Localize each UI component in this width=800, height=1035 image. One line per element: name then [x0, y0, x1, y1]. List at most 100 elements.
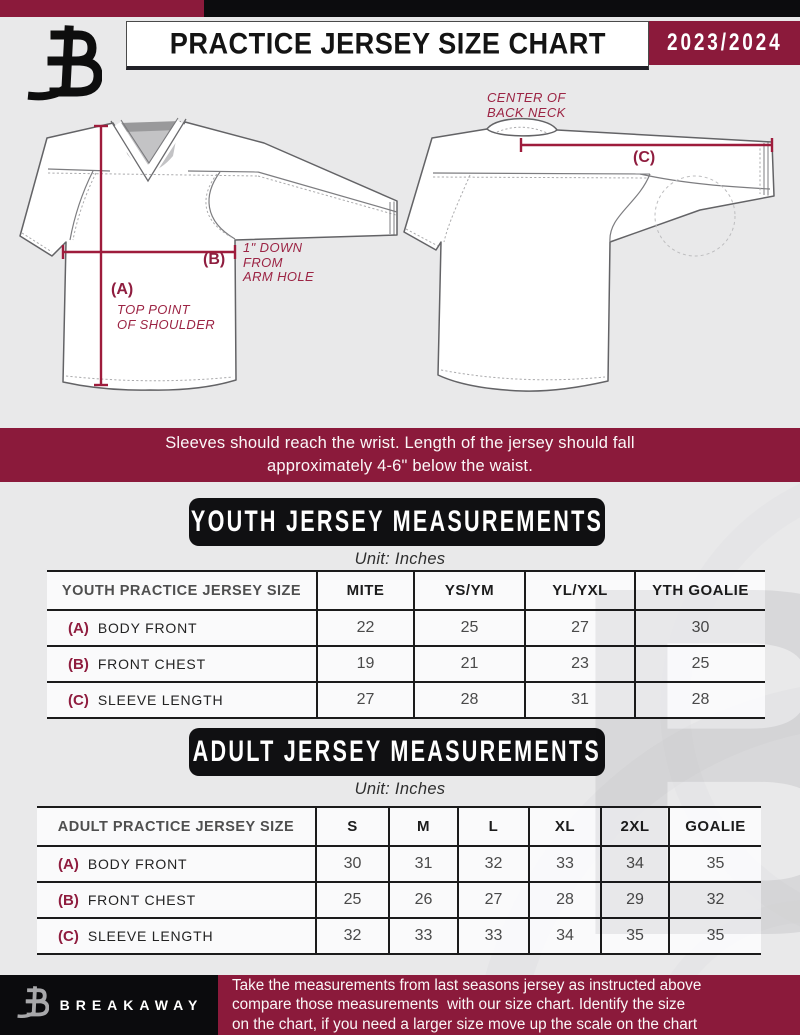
fit-note-line1: Sleeves should reach the wrist. Length o… [165, 434, 635, 452]
value-cell: 25 [413, 611, 524, 645]
value-cell: 27 [457, 883, 528, 917]
measure-key: (C) [68, 691, 89, 709]
footer-instructions: Take the measurements from last seasons … [218, 975, 800, 1035]
value-cell: 25 [634, 647, 765, 681]
value-cell: 34 [528, 919, 600, 953]
value-cell: 32 [457, 847, 528, 881]
adult-banner-label: ADULT JERSEY MEASUREMENTS [192, 734, 602, 769]
value-cell: 33 [528, 847, 600, 881]
value-cell: 31 [388, 847, 457, 881]
brand-name: BREAKAWAY [59, 997, 204, 1013]
value-cell: 35 [600, 919, 668, 953]
table-header-row: YOUTH PRACTICE JERSEY SIZE MITE YS/YM YL… [47, 572, 765, 611]
page-title: PRACTICE JERSEY SIZE CHART [169, 27, 606, 60]
measure-key: (A) [68, 619, 89, 637]
footer-brand-block: BREAKAWAY [0, 975, 218, 1035]
column-header: S [315, 808, 388, 845]
value-cell: 19 [316, 647, 413, 681]
column-header: YL/YXL [524, 572, 634, 609]
measure-key: (B) [58, 891, 79, 909]
measure-label: SLEEVE LENGTH [87, 928, 214, 944]
row-label-cell: (B) FRONT CHEST [37, 883, 315, 917]
value-cell: 28 [634, 683, 765, 717]
measure-desc-c: CENTER OF BACK NECK [487, 90, 566, 120]
table-row: (B) FRONT CHEST 19 21 23 25 [47, 647, 765, 683]
value-cell: 34 [600, 847, 668, 881]
value-cell: 35 [668, 847, 761, 881]
value-cell: 32 [668, 883, 761, 917]
table-row: (C) SLEEVE LENGTH 27 28 31 28 [47, 683, 765, 719]
youth-section-banner: YOUTH JERSEY MEASUREMENTS [189, 498, 605, 546]
measure-desc-a: TOP POINT OF SHOULDER [117, 302, 216, 332]
value-cell: 33 [457, 919, 528, 953]
table-header-row: ADULT PRACTICE JERSEY SIZE S M L XL 2XL … [37, 808, 761, 847]
value-cell: 22 [316, 611, 413, 645]
value-cell: 27 [316, 683, 413, 717]
column-header: ADULT PRACTICE JERSEY SIZE [57, 818, 295, 835]
column-header: M [388, 808, 457, 845]
breakaway-logo-icon [15, 984, 49, 1027]
value-cell: 26 [388, 883, 457, 917]
youth-unit-label: Unit: Inches [354, 550, 446, 568]
column-header: MITE [316, 572, 413, 609]
value-cell: 35 [668, 919, 761, 953]
top-strip-maroon [0, 0, 204, 17]
table-row: (B) FRONT CHEST 25 26 27 28 29 32 [37, 883, 761, 919]
column-header: YTH GOALIE [634, 572, 765, 609]
season-badge: 2023/2024 [649, 21, 800, 65]
jersey-diagram [19, 117, 775, 392]
value-cell: 30 [315, 847, 388, 881]
adult-section-banner: ADULT JERSEY MEASUREMENTS [189, 728, 605, 776]
row-label-cell: (C) SLEEVE LENGTH [47, 683, 316, 717]
title-bar: PRACTICE JERSEY SIZE CHART [126, 21, 649, 70]
measure-label: BODY FRONT [87, 856, 188, 872]
measure-desc-b: 1" DOWN FROM ARM HOLE [243, 240, 315, 284]
table-row: (A) BODY FRONT 30 31 32 33 34 35 [37, 847, 761, 883]
column-header: 2XL [600, 808, 668, 845]
column-header: GOALIE [668, 808, 761, 845]
measure-key-c: (C) [633, 149, 656, 166]
season-label: 2023/2024 [666, 29, 783, 56]
value-cell: 31 [524, 683, 634, 717]
value-cell: 28 [528, 883, 600, 917]
measure-key: (B) [68, 655, 89, 673]
measure-key-b: (B) [203, 251, 226, 268]
adult-size-table: ADULT PRACTICE JERSEY SIZE S M L XL 2XL … [37, 806, 761, 955]
measure-label: FRONT CHEST [87, 892, 196, 908]
fit-note-line2: approximately 4-6" below the waist. [267, 457, 533, 475]
value-cell: 27 [524, 611, 634, 645]
measure-label: BODY FRONT [97, 620, 198, 636]
measure-key-a: (A) [111, 281, 134, 298]
footer-note-line: Take the measurements from last seasons … [232, 976, 702, 994]
table-row: (C) SLEEVE LENGTH 32 33 33 34 35 35 [37, 919, 761, 955]
measure-key: (A) [58, 855, 79, 873]
measure-label: FRONT CHEST [97, 656, 206, 672]
row-label-cell: (C) SLEEVE LENGTH [37, 919, 315, 953]
measure-label: SLEEVE LENGTH [97, 692, 224, 708]
value-cell: 29 [600, 883, 668, 917]
measure-key: (C) [58, 927, 79, 945]
footer-note-line: compare those measurements with our size… [232, 996, 686, 1014]
column-header: XL [528, 808, 600, 845]
value-cell: 28 [413, 683, 524, 717]
value-cell: 30 [634, 611, 765, 645]
column-header: L [457, 808, 528, 845]
adult-unit-label: Unit: Inches [354, 780, 446, 798]
value-cell: 23 [524, 647, 634, 681]
value-cell: 25 [315, 883, 388, 917]
value-cell: 33 [388, 919, 457, 953]
value-cell: 21 [413, 647, 524, 681]
table-row: (A) BODY FRONT 22 25 27 30 [47, 611, 765, 647]
column-header: YOUTH PRACTICE JERSEY SIZE [61, 582, 302, 599]
youth-banner-label: YOUTH JERSEY MEASUREMENTS [190, 504, 604, 539]
footer-note-line: on the chart, if you need a larger size … [232, 1015, 698, 1033]
row-label-cell: (A) BODY FRONT [47, 611, 316, 645]
footer: BREAKAWAY Take the measurements from las… [0, 975, 800, 1035]
value-cell: 32 [315, 919, 388, 953]
youth-size-table: YOUTH PRACTICE JERSEY SIZE MITE YS/YM YL… [47, 570, 765, 719]
breakaway-logo-icon [22, 22, 103, 113]
row-label-cell: (B) FRONT CHEST [47, 647, 316, 681]
fit-note-banner: Sleeves should reach the wrist. Length o… [0, 428, 800, 482]
top-strip-black [204, 0, 800, 17]
